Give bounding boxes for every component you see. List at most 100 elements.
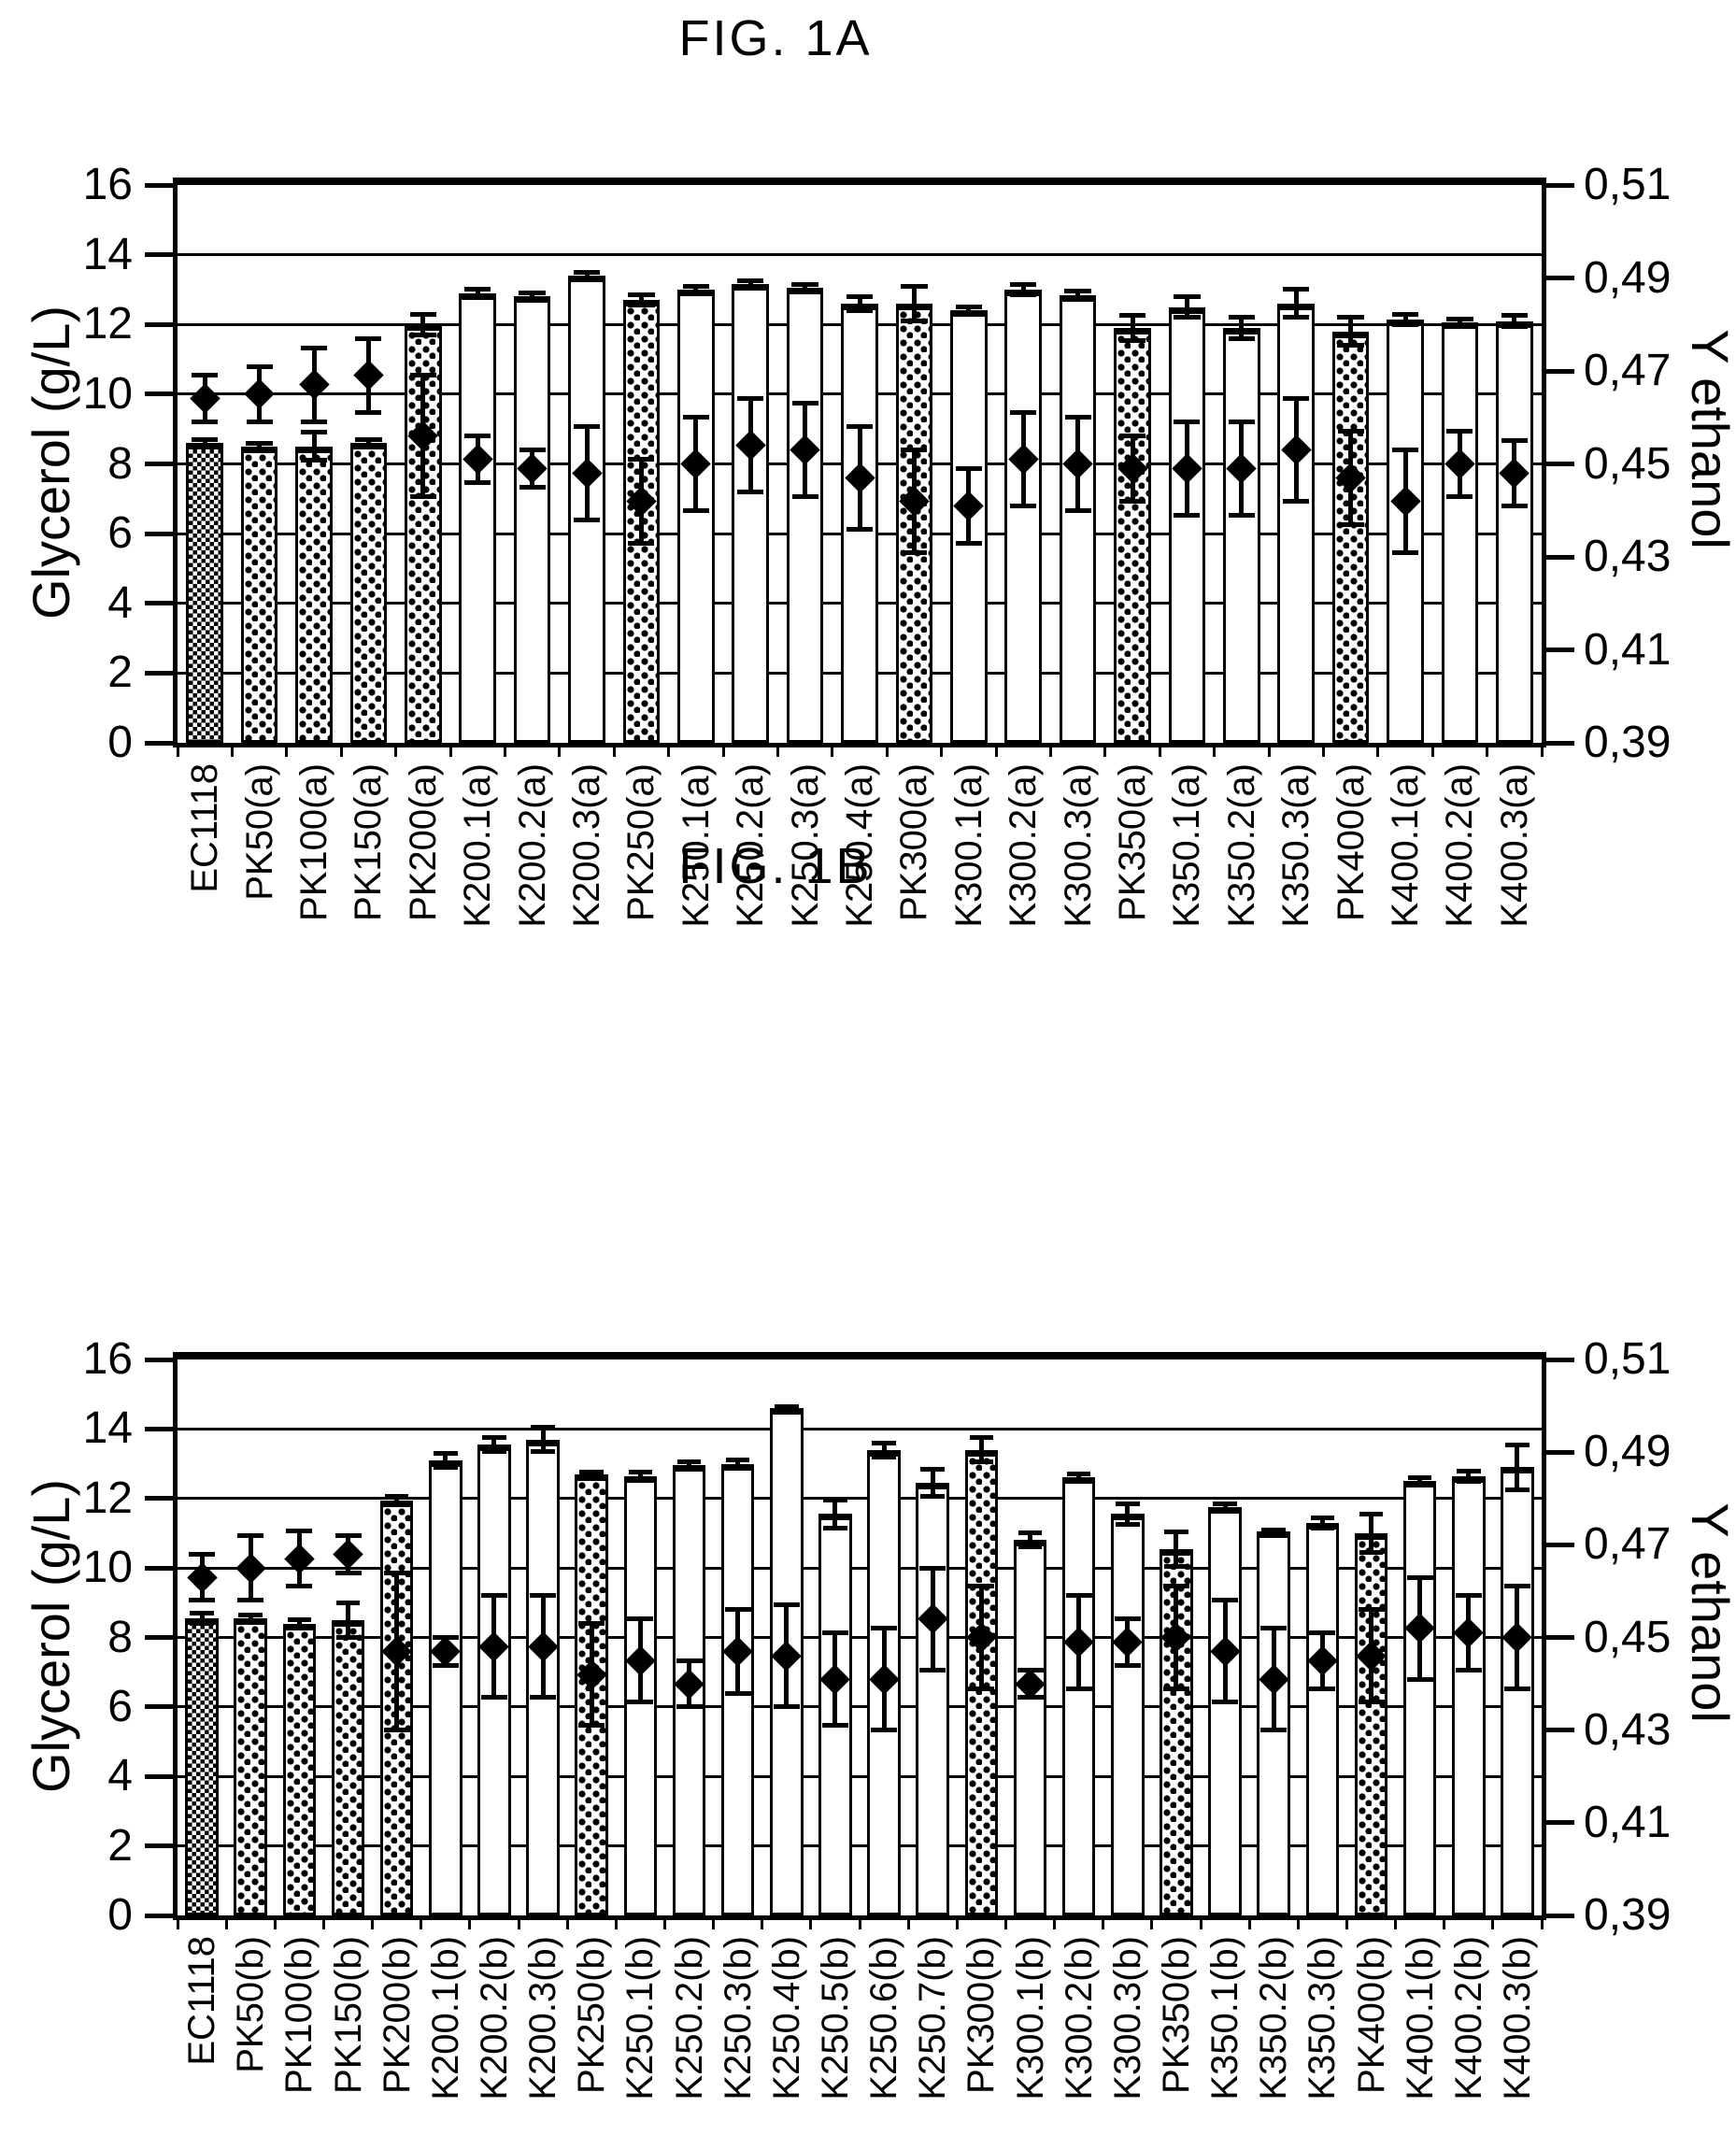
diamond-error-cap xyxy=(821,1630,848,1636)
diamond-error-cap xyxy=(628,540,655,546)
y-axis-tick-label-left: 10 xyxy=(82,1543,133,1593)
x-axis-tick xyxy=(1003,1915,1007,1929)
bar-error-whisker xyxy=(1457,319,1462,327)
y-axis-tick-left xyxy=(145,1496,173,1502)
x-axis-tick xyxy=(721,743,725,757)
x-axis-tick xyxy=(1053,1915,1057,1929)
x-axis-tick xyxy=(1199,1915,1202,1929)
x-category-label: K200.2(b) xyxy=(473,1936,515,2100)
bar-error-cap xyxy=(1337,343,1364,349)
x-axis-tick xyxy=(1213,743,1217,757)
bar-error-whisker xyxy=(443,1453,448,1468)
bar-error-cap xyxy=(482,1435,506,1441)
diamond-error-cap xyxy=(1228,420,1255,425)
y-axis-tick-left xyxy=(145,1426,173,1431)
diamond-error-cap xyxy=(1119,498,1145,504)
bar-error-cap xyxy=(1407,1482,1432,1487)
diamond-error-cap xyxy=(1119,434,1145,439)
bar-error-whisker xyxy=(881,1443,887,1458)
bar-error-cap xyxy=(791,281,818,287)
diamond-error-cap xyxy=(237,1532,264,1538)
y-axis-tick-label-left: 14 xyxy=(82,229,133,279)
y-axis-tick-label-left: 16 xyxy=(82,160,133,209)
fig1a-right-axis-label: Y ethanol xyxy=(1681,329,1736,549)
y-axis-tick-left xyxy=(145,1843,173,1849)
bar-error-whisker xyxy=(832,1500,838,1529)
glycerol-bar xyxy=(459,292,497,743)
bar-error-cap xyxy=(1261,1530,1286,1536)
bar-error-whisker xyxy=(1512,315,1517,327)
bar-error-cap xyxy=(682,291,710,296)
glycerol-bar xyxy=(1452,1475,1486,1915)
x-axis-tick xyxy=(503,743,506,757)
diamond-error-cap xyxy=(682,415,709,420)
bar-error-cap xyxy=(287,1624,312,1630)
glycerol-bar xyxy=(1441,322,1479,743)
diamond-error-cap xyxy=(1065,1686,1092,1691)
y-axis-tick-left xyxy=(145,252,173,258)
diamond-error-cap xyxy=(189,1551,216,1557)
x-axis-tick xyxy=(565,1915,569,1929)
bar-error-cap xyxy=(1359,1549,1384,1555)
gridline xyxy=(178,1705,1542,1709)
bar-error-cap xyxy=(355,436,382,442)
bar-error-cap xyxy=(1174,293,1201,299)
diamond-error-cap xyxy=(1455,1593,1482,1599)
diamond-error-cap xyxy=(1162,1686,1189,1691)
bar-error-cap xyxy=(1310,1525,1335,1530)
bar-error-cap xyxy=(1282,315,1310,320)
bar-error-whisker xyxy=(911,286,917,321)
x-axis-tick xyxy=(273,1915,277,1929)
diamond-error-cap xyxy=(1337,521,1364,527)
bar-error-cap xyxy=(1017,1530,1043,1536)
bar-error-cap xyxy=(300,430,328,435)
x-axis-tick xyxy=(1048,743,1052,757)
bar-error-cap xyxy=(775,1407,799,1413)
y-axis-tick-left xyxy=(145,182,173,188)
glycerol-bar xyxy=(720,1463,755,1915)
bar-error-cap xyxy=(531,1425,555,1430)
x-axis-tick xyxy=(176,743,179,757)
bar-error-cap xyxy=(519,297,546,303)
bar-error-cap xyxy=(1118,313,1146,319)
bar-error-whisker xyxy=(248,1615,253,1622)
y-axis-tick-label-right: 0,43 xyxy=(1584,1704,1672,1755)
y-axis-tick-label-right: 0,47 xyxy=(1584,346,1672,395)
x-axis-tick xyxy=(1376,743,1380,757)
y-axis-tick-label-left: 0 xyxy=(107,718,133,767)
bar-error-cap xyxy=(355,444,382,449)
bar-error-cap xyxy=(628,303,655,308)
glycerol-bar xyxy=(1331,331,1370,743)
diamond-error-cap xyxy=(480,1695,507,1701)
bar-error-cap xyxy=(682,283,710,289)
diamond-error-cap xyxy=(189,1598,216,1603)
glycerol-bar xyxy=(186,443,224,743)
diamond-error-cap xyxy=(919,1565,946,1571)
x-category-label: K250.1(b) xyxy=(619,1936,662,2100)
y-axis-tick-left xyxy=(145,1565,173,1571)
glycerol-bar xyxy=(1111,1514,1145,1915)
yethanol-diamond xyxy=(244,378,275,410)
x-axis-tick xyxy=(448,743,452,757)
bar-error-whisker xyxy=(638,294,644,306)
x-category-label: K250.6(b) xyxy=(863,1936,905,2100)
diamond-error-cap xyxy=(286,1528,313,1533)
glycerol-bar xyxy=(234,1618,267,1915)
glycerol-bar xyxy=(1277,303,1316,743)
y-axis-tick-label-left: 2 xyxy=(107,1820,133,1871)
diamond-error-cap xyxy=(1503,1686,1530,1691)
y-axis-tick-right xyxy=(1546,648,1574,652)
bar-error-cap xyxy=(1116,1522,1140,1528)
diamond-error-cap xyxy=(1010,410,1037,416)
y-axis-tick-left xyxy=(145,1357,173,1362)
x-axis-tick xyxy=(1102,1915,1105,1929)
bar-error-whisker xyxy=(1319,1517,1325,1529)
diamond-error-cap xyxy=(1212,1700,1239,1705)
bar-error-cap xyxy=(190,1621,214,1627)
x-category-label: K300.2(b) xyxy=(1058,1936,1100,2100)
y-axis-tick-right xyxy=(1546,740,1574,746)
glycerol-bar xyxy=(676,289,715,743)
y-axis-tick-label-right: 0,41 xyxy=(1584,1797,1672,1847)
bar-error-cap xyxy=(1066,1472,1091,1477)
diamond-error-cap xyxy=(301,420,327,425)
